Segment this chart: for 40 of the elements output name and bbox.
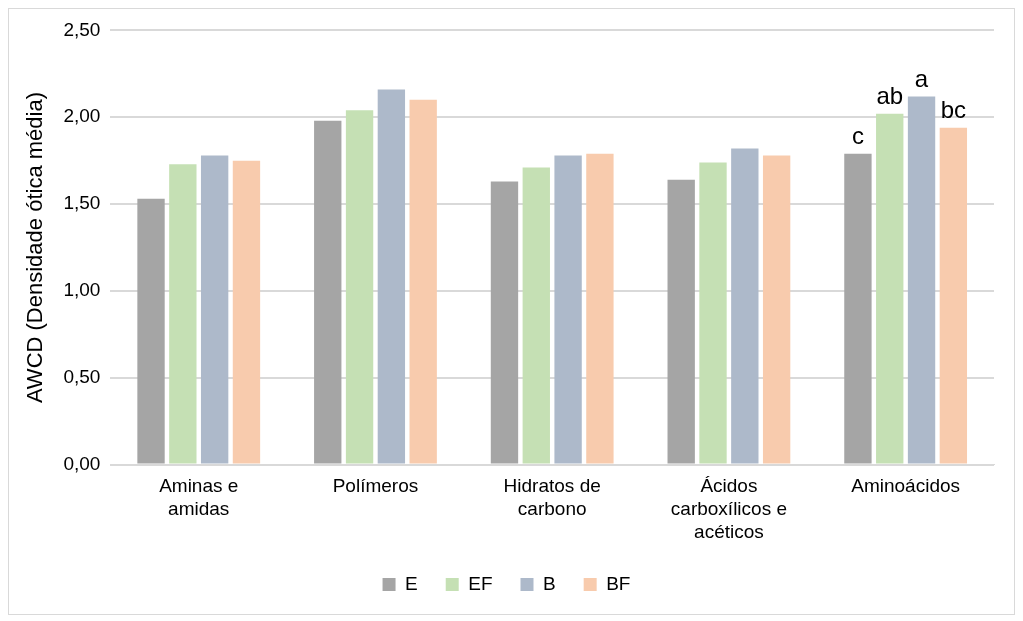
bar <box>490 181 519 464</box>
y-tick-label: 0,00 <box>63 452 101 474</box>
y-tick-label: 2,50 <box>63 18 101 40</box>
bar <box>200 155 229 464</box>
y-tick-label: 2,00 <box>63 105 101 127</box>
legend-label: E <box>405 572 418 594</box>
bar <box>731 148 759 464</box>
bar <box>667 179 695 464</box>
y-tick-label: 0,50 <box>63 365 101 387</box>
legend-label: EF <box>468 572 493 594</box>
bar <box>137 198 165 464</box>
bar <box>699 162 727 464</box>
x-tick-label: Aminoácidos <box>851 475 961 497</box>
legend-label: B <box>543 572 556 594</box>
bar <box>907 96 936 464</box>
legend-label: BF <box>606 572 631 594</box>
bar <box>844 153 872 464</box>
bar <box>377 89 406 464</box>
bar <box>586 153 614 464</box>
bar <box>345 110 374 464</box>
bar <box>762 155 791 464</box>
annotation: bc <box>940 96 967 124</box>
bar <box>554 155 582 464</box>
bar <box>409 99 437 464</box>
bar <box>232 160 261 464</box>
annotation: a <box>914 65 929 93</box>
x-tick-label: Hidratos de carbono <box>503 475 601 520</box>
bar <box>876 113 904 464</box>
x-tick-label: Aminas e amidas <box>159 475 239 520</box>
bar <box>522 167 550 464</box>
annotation: c <box>851 122 864 150</box>
x-tick-label: Polímeros <box>332 475 419 497</box>
y-tick-label: 1,50 <box>63 192 101 214</box>
bar <box>939 127 968 464</box>
annotation: ab <box>876 82 904 110</box>
x-tick-label: Ácidos carboxílicos e acéticos <box>670 475 787 542</box>
y-tick-label: 1,00 <box>63 279 101 301</box>
bar <box>169 164 197 464</box>
y-axis-title: AWCD (Densidade ótica média) <box>22 92 48 403</box>
bar <box>314 120 342 464</box>
